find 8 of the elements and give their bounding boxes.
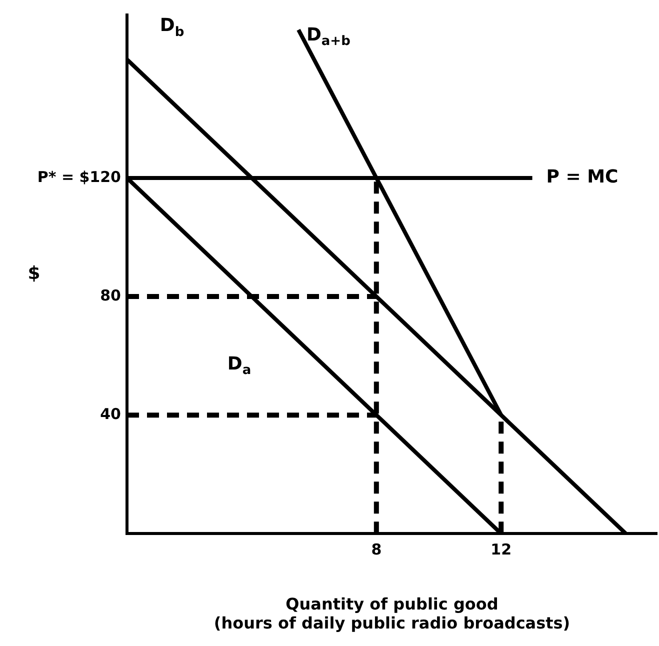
x-tick-label: 12 bbox=[490, 540, 512, 558]
y-tick-label: 80 bbox=[100, 286, 121, 304]
series-label: P = MC bbox=[546, 166, 618, 188]
y-tick-label: 40 bbox=[100, 404, 121, 423]
x-axis-title: Quantity of public good (hours of daily public radio broadcasts) bbox=[214, 594, 570, 633]
x-tick-label: 8 bbox=[371, 540, 382, 558]
y-tick-label: P* = $120 bbox=[37, 168, 121, 186]
y-axis-title: $ bbox=[28, 262, 40, 284]
